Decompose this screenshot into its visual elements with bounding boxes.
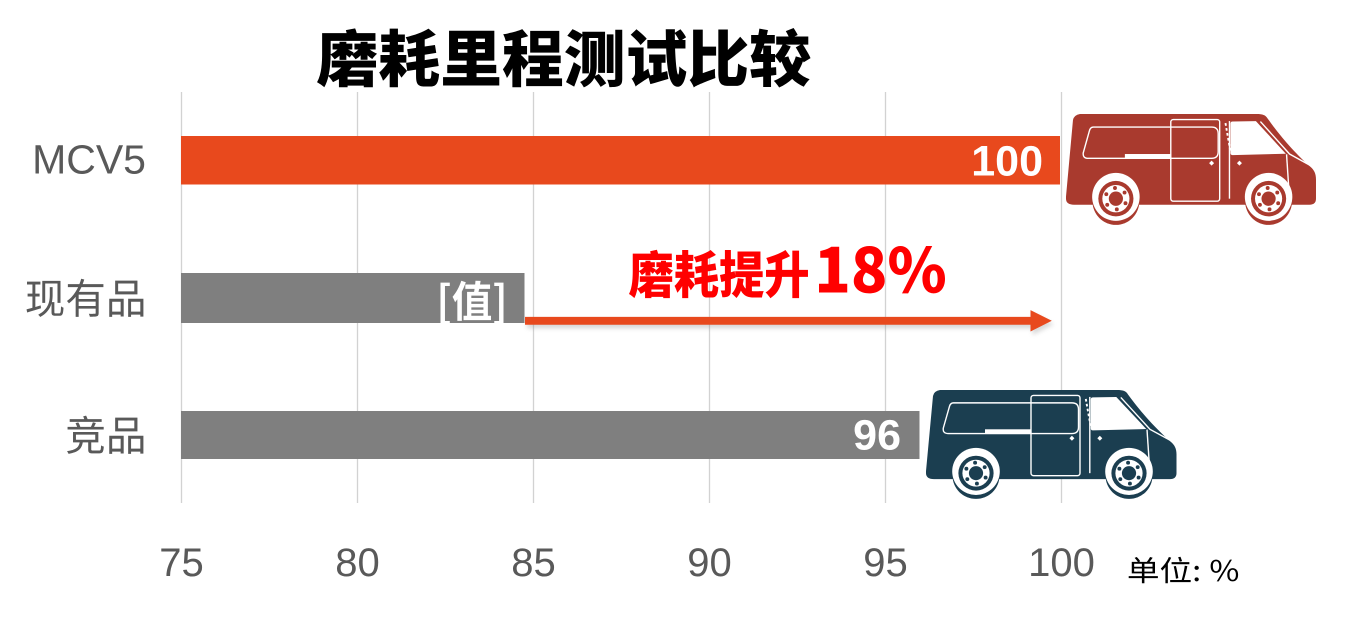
svg-text:MCV5: MCV5 xyxy=(32,137,146,183)
svg-text:75: 75 xyxy=(159,541,204,585)
svg-text:100: 100 xyxy=(971,138,1043,186)
svg-text:95: 95 xyxy=(863,541,908,585)
svg-text:96: 96 xyxy=(853,412,901,460)
svg-text:80: 80 xyxy=(335,541,380,585)
svg-text:100: 100 xyxy=(1028,541,1095,585)
svg-text:90: 90 xyxy=(687,541,732,585)
svg-text:85: 85 xyxy=(511,541,556,585)
